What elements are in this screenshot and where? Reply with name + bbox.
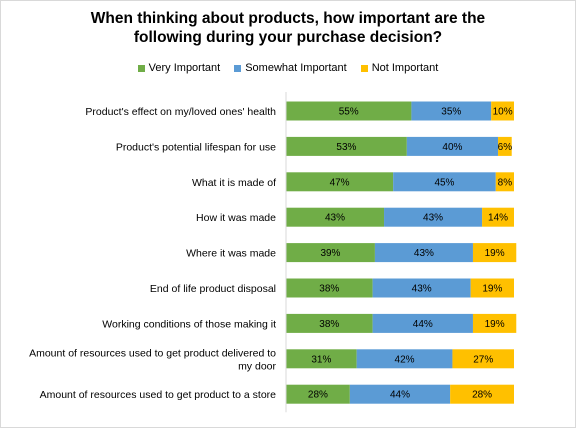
- category-label-5: Where it was made: [186, 248, 276, 260]
- bar-somewhat-important-8: [356, 349, 453, 369]
- data-label-very-important-5: 39%: [320, 248, 340, 259]
- bar-somewhat-important-6: [372, 278, 471, 298]
- category-label-6: End of life product disposal: [150, 283, 276, 295]
- data-label-not-important-8: 27%: [473, 354, 493, 365]
- bar-not-important-7: [472, 313, 517, 333]
- legend-swatch-somewhat-important: [234, 64, 242, 72]
- data-label-not-important-5: 19%: [485, 248, 505, 259]
- data-label-somewhat-important-8: 42%: [395, 354, 415, 365]
- data-label-not-important-4: 14%: [488, 213, 508, 224]
- data-label-not-important-6: 19%: [482, 284, 502, 295]
- bar-very-important-9: [286, 384, 350, 404]
- data-label-very-important-9: 28%: [308, 390, 328, 401]
- chart-title: When thinking about products, how import…: [0, 9, 576, 47]
- legend-item-very-important: Very Important: [137, 62, 221, 74]
- data-label-somewhat-important-1: 35%: [441, 107, 461, 118]
- bar-not-important-2: [498, 136, 512, 156]
- bar-somewhat-important-4: [384, 207, 483, 227]
- data-label-very-important-3: 47%: [330, 177, 350, 188]
- data-label-not-important-2: 6%: [498, 142, 513, 153]
- category-label-4: How it was made: [196, 212, 276, 224]
- bar-very-important-8: [286, 349, 357, 369]
- bar-very-important-1: [286, 101, 412, 121]
- data-label-somewhat-important-6: 43%: [412, 284, 432, 295]
- legend-item-not-important: Not Important: [360, 62, 439, 74]
- data-label-not-important-1: 10%: [493, 107, 513, 118]
- data-label-not-important-9: 28%: [472, 390, 492, 401]
- bar-very-important-3: [286, 172, 394, 192]
- data-label-very-important-1: 55%: [339, 107, 359, 118]
- legend-label-somewhat-important: Somewhat Important: [245, 62, 347, 74]
- category-label-8-line-2: my door: [238, 360, 276, 372]
- data-label-somewhat-important-3: 45%: [434, 177, 454, 188]
- chart-legend: Very Important Somewhat Important Not Im…: [0, 62, 576, 74]
- bar-somewhat-important-1: [411, 101, 492, 121]
- bar-not-important-9: [450, 384, 514, 404]
- data-label-somewhat-important-4: 43%: [423, 213, 443, 224]
- data-label-very-important-4: 43%: [325, 213, 345, 224]
- chart-title-line-1: When thinking about products, how import…: [90, 10, 486, 27]
- legend-label-very-important: Very Important: [148, 62, 221, 74]
- category-label-9: Amount of resources used to get product …: [40, 389, 277, 401]
- data-label-not-important-3: 8%: [498, 177, 513, 188]
- bar-very-important-6: [286, 278, 373, 298]
- bar-not-important-1: [491, 101, 514, 121]
- chart-title-line-2: following during your purchase decision?: [133, 29, 443, 46]
- legend-label-not-important: Not Important: [371, 62, 439, 74]
- data-label-somewhat-important-5: 43%: [414, 248, 434, 259]
- bar-not-important-5: [472, 243, 517, 263]
- legend-swatch-very-important: [137, 64, 145, 72]
- data-label-very-important-2: 53%: [336, 142, 356, 153]
- legend-swatch-not-important: [360, 64, 368, 72]
- bar-somewhat-important-2: [406, 136, 499, 156]
- bar-very-important-2: [286, 136, 407, 156]
- legend-item-somewhat-important: Somewhat Important: [234, 62, 347, 74]
- bar-not-important-6: [470, 278, 514, 298]
- category-label-1: Product's effect on my/loved ones' healt…: [85, 106, 276, 118]
- category-label-8-line-1: Amount of resources used to get product …: [29, 347, 276, 359]
- data-label-somewhat-important-2: 40%: [442, 142, 462, 153]
- bar-somewhat-important-7: [372, 313, 473, 333]
- bar-very-important-7: [286, 313, 373, 333]
- data-label-very-important-7: 38%: [319, 319, 339, 330]
- bar-somewhat-important-5: [374, 243, 473, 263]
- data-label-somewhat-important-9: 44%: [390, 390, 410, 401]
- data-label-somewhat-important-7: 44%: [413, 319, 433, 330]
- bar-not-important-4: [482, 207, 514, 227]
- data-label-very-important-6: 38%: [319, 284, 339, 295]
- category-label-3: What it is made of: [192, 177, 276, 189]
- bar-very-important-5: [286, 243, 375, 263]
- data-label-very-important-8: 31%: [311, 354, 331, 365]
- bar-somewhat-important-9: [349, 384, 451, 404]
- bar-somewhat-important-3: [393, 172, 496, 192]
- bar-not-important-8: [452, 349, 514, 369]
- bar-very-important-4: [286, 207, 385, 227]
- category-label-2: Product's potential lifespan for use: [116, 141, 276, 153]
- data-label-not-important-7: 19%: [485, 319, 505, 330]
- bar-not-important-3: [495, 172, 514, 192]
- category-label-7: Working conditions of those making it: [102, 318, 276, 330]
